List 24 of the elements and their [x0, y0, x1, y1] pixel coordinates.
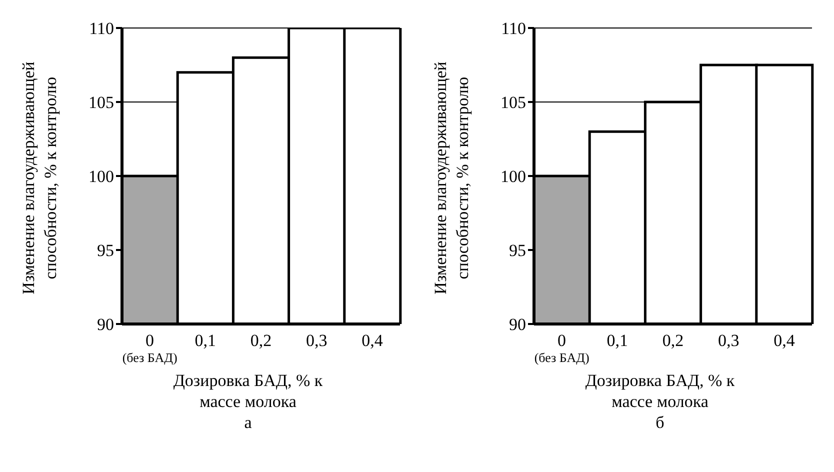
x-tick-label: 0,4: [362, 331, 384, 350]
y-tick-label: 100: [88, 167, 114, 186]
y-tick-label: 110: [89, 19, 114, 38]
y-tick-label: 95: [509, 241, 526, 260]
x-tick-label: 0,3: [306, 331, 328, 350]
x-tick-label: 0 (без БАД): [122, 331, 178, 365]
x-tick-label: 0,4: [774, 331, 796, 350]
x-tick-label: 0,1: [606, 331, 628, 350]
x-tick-label: 0,3: [718, 331, 740, 350]
y-tick-label: 105: [88, 93, 114, 112]
y-tick-label: 110: [501, 19, 526, 38]
y-tick-label: 105: [500, 93, 526, 112]
x-tick-label: 0,2: [662, 331, 684, 350]
y-axis-title: Изменение влагоудерживающей способности, % к контролю: [19, 62, 60, 294]
y-tick-label: 90: [97, 315, 114, 334]
x-tick-label: 0,2: [250, 331, 272, 350]
x-tick-label: 0,1: [194, 331, 216, 350]
text: б: [654, 412, 666, 433]
text: а: [243, 412, 253, 433]
y-tick-label: 95: [97, 241, 114, 260]
x-tick-label: 0 (без БАД): [534, 331, 590, 365]
y-axis-title: Изменение влагоудерживающей способности, % к контролю: [431, 62, 472, 294]
y-tick-label: 90: [509, 315, 526, 334]
y-tick-label: 100: [500, 167, 526, 186]
